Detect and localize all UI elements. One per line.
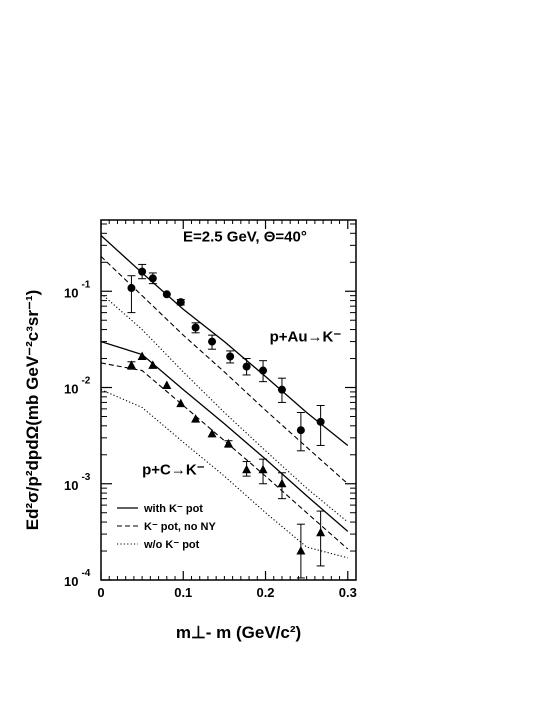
model-curve-solid-5 [101,340,349,532]
data-point-circle [242,362,251,371]
data-point-triangle [126,360,136,369]
y-axis-label: Ed²σ/p²dpdΩ(mb GeV⁻²c³sr⁻¹) [23,290,42,531]
data-point-triangle [296,546,306,555]
data-point-triangle [224,438,233,448]
legend-label: w/o K⁻ pot [143,539,200,551]
model-curves-layer [101,234,349,559]
y-tick-label: 10-3 [64,472,91,493]
legend: with K⁻ pot K⁻ pot, no NY w/o K⁻ pot [117,503,216,551]
x-tick-label: 0.2 [256,585,274,600]
y-tick-label: 10-2 [64,376,91,397]
legend-label: K⁻ pot, no NY [144,521,216,533]
data-point-triangle [316,527,326,537]
y-tick-label: 10-4 [64,568,91,589]
data-point-circle [296,426,305,435]
data-point-circle [226,352,235,361]
x-tick-label: 0.1 [174,585,192,600]
annotation-p-au: p+Au→K⁻ [270,329,342,346]
data-point-circle [138,267,147,276]
data-point-circle [259,366,268,375]
data-point-circle [127,284,136,293]
data-point-circle [162,290,171,299]
model-curve-dotted-4 [101,292,349,523]
data-point-triangle [162,380,172,389]
annotation-beam-energy: E=2.5 GeV, Θ=40° [183,228,307,245]
data-point-triangle [258,464,268,474]
data-point-triangle [148,360,158,369]
data-point-circle [148,274,157,283]
x-axis-label: m⊥- m (GeV/c²) [176,623,301,642]
model-curve-dashed-6 [101,362,349,550]
data-point-triangle [191,414,201,423]
plot-frame-layer [100,219,357,581]
data-point-circle [191,323,200,332]
data-point-triangle [176,398,186,408]
axis-ticks-layer: 0 0.1 0.2 0.3 10-4 10-3 10-2 10-1 [64,220,357,600]
model-curve-dotted-7 [101,389,348,559]
model-curve-dashed-3 [101,256,349,485]
data-point-triangle [277,478,287,488]
data-point-triangle [207,428,217,438]
data-point-triangle [242,464,252,474]
data-point-circle [176,298,185,307]
plot-frame [100,219,357,581]
x-tick-label: 0 [97,585,104,600]
x-tick-label: 0.3 [339,585,357,600]
y-tick-label: 10-1 [64,279,91,300]
data-point-circle [208,337,217,346]
data-point-circle [277,385,286,394]
annotation-p-c: p+C→K⁻ [142,461,205,478]
legend-label: with K⁻ pot [143,503,203,515]
data-points-layer [126,263,326,579]
data-point-circle [316,417,325,426]
data-point-triangle [137,351,147,360]
